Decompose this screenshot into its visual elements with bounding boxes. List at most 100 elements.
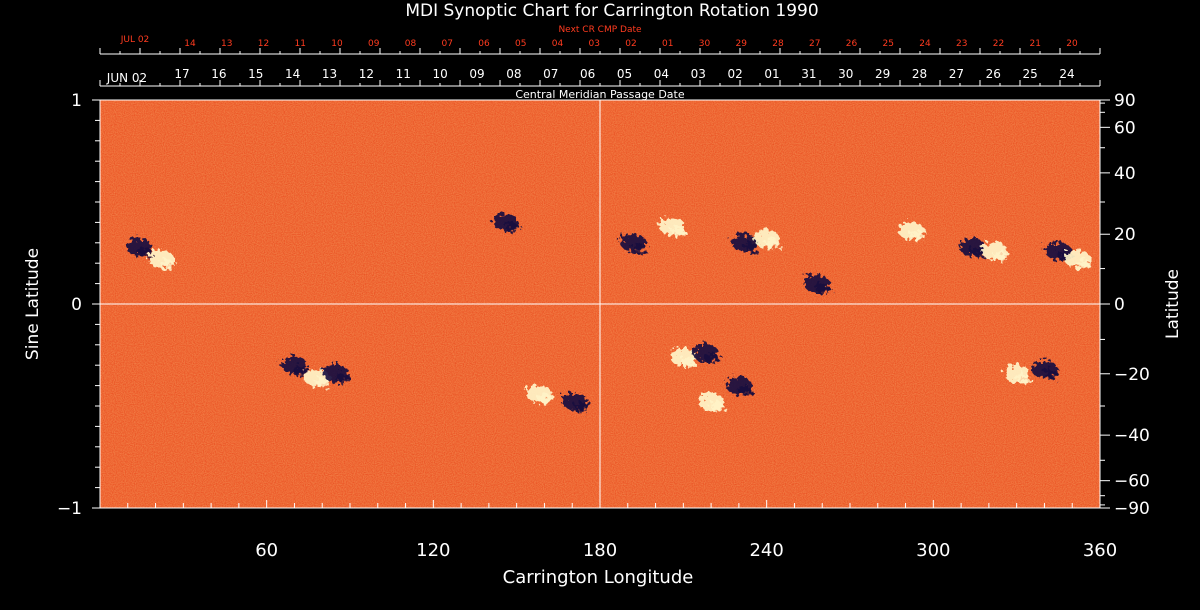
cmp-date-label: 17 bbox=[174, 67, 189, 81]
active-region-negative-fringe bbox=[574, 401, 588, 412]
active-region-negative-fringe bbox=[704, 352, 719, 363]
next-cr-date-label: 13 bbox=[221, 39, 232, 49]
right-tick-label: −40 bbox=[1114, 426, 1150, 446]
left-tick-label: 1 bbox=[71, 91, 82, 111]
active-region-negative-fringe bbox=[743, 242, 758, 253]
active-region-negative-fringe bbox=[737, 385, 752, 396]
active-region-negative-fringe bbox=[632, 242, 647, 253]
right-tick-label: 0 bbox=[1114, 295, 1125, 315]
cmp-date-label: 08 bbox=[506, 67, 521, 81]
active-region-positive-fringe bbox=[1076, 259, 1091, 270]
cmp-date-label: 28 bbox=[912, 67, 927, 81]
y-axis-label-right: Latitude bbox=[1163, 269, 1183, 339]
cmp-date-label: 06 bbox=[580, 67, 595, 81]
cmp-date-label: 13 bbox=[322, 67, 337, 81]
chart-title: MDI Synoptic Chart for Carrington Rotati… bbox=[405, 1, 818, 21]
cmp-date-label: 31 bbox=[801, 67, 816, 81]
cmp-date-label: 04 bbox=[654, 67, 669, 81]
bottom-tick-label: 300 bbox=[916, 540, 950, 561]
next-cr-date-label: 05 bbox=[515, 39, 526, 49]
cmp-date-label: 15 bbox=[248, 67, 263, 81]
bottom-axis: 60 120 180 240 300 360 bbox=[127, 500, 1117, 561]
cmp-date-label: 30 bbox=[838, 67, 853, 81]
cmp-date-label: 01 bbox=[764, 67, 779, 81]
cmp-date-label: 26 bbox=[986, 67, 1001, 81]
active-region-positive-fringe bbox=[537, 393, 552, 404]
right-tick-label: −90 bbox=[1114, 499, 1150, 519]
next-cr-date-label: 02 bbox=[625, 39, 636, 49]
next-cr-ticks bbox=[99, 48, 1101, 54]
next-cr-date-label: 14 bbox=[184, 39, 196, 49]
cmp-date-label: 11 bbox=[396, 67, 411, 81]
active-region-negative-fringe bbox=[293, 365, 308, 376]
bottom-tick-label: 120 bbox=[416, 540, 450, 561]
cmp-date-label: 09 bbox=[469, 67, 484, 81]
next-cr-date-label: 22 bbox=[993, 39, 1004, 49]
y-axis-label-left: Sine Latitude bbox=[23, 248, 43, 360]
next-cr-date-label: 04 bbox=[552, 39, 564, 49]
next-cr-date-label: 27 bbox=[809, 39, 820, 49]
next-cr-date-label: 20 bbox=[1066, 39, 1078, 49]
next-cr-date-label: 11 bbox=[295, 39, 306, 49]
next-cr-date-label: 26 bbox=[846, 39, 858, 49]
right-tick-label: −60 bbox=[1114, 472, 1150, 492]
x-axis-label: Carrington Longitude bbox=[503, 567, 694, 588]
cmp-date-label: 05 bbox=[617, 67, 632, 81]
cmp-date-label: 25 bbox=[1022, 67, 1037, 81]
active-region-negative-fringe bbox=[504, 222, 519, 233]
bottom-tick-label: 60 bbox=[255, 540, 278, 561]
next-cr-date-label: 09 bbox=[368, 39, 380, 49]
left-tick-label: −1 bbox=[57, 499, 82, 519]
active-region-positive-fringe bbox=[710, 401, 725, 412]
bottom-tick-label: 180 bbox=[583, 540, 617, 561]
active-regions bbox=[125, 213, 1091, 412]
next-cr-date-label: 01 bbox=[662, 39, 673, 49]
next-cr-date-label: 28 bbox=[772, 39, 784, 49]
left-tick-label: 0 bbox=[71, 295, 82, 315]
next-cr-date-label: 21 bbox=[1030, 39, 1041, 49]
next-cr-date-label: 30 bbox=[699, 39, 711, 49]
right-axis: 90 60 40 20 0 −20 −40 −60 −90 bbox=[1099, 91, 1150, 519]
bottom-tick-label: 360 bbox=[1083, 540, 1117, 561]
active-region-positive-fringe bbox=[993, 250, 1008, 261]
next-cr-date-label: 10 bbox=[331, 39, 343, 49]
right-tick-label: −20 bbox=[1114, 365, 1150, 385]
active-region-positive-fringe bbox=[1015, 373, 1030, 384]
right-tick-label: 90 bbox=[1114, 91, 1136, 111]
active-region-positive-fringe bbox=[671, 226, 686, 237]
next-cr-month-label: JUL 02 bbox=[120, 35, 150, 45]
next-cr-date-label: 23 bbox=[956, 39, 967, 49]
left-axis: 1 0 −1 bbox=[57, 91, 100, 519]
cmp-month-label: JUN 02 bbox=[106, 71, 147, 85]
next-cr-date-label: 03 bbox=[589, 39, 600, 49]
cmp-date-labels: 17 16 15 14 13 12 11 10 09 08 07 06 05 04 03 02 01 31 30 29… bbox=[174, 67, 1074, 81]
next-cr-date-label: 24 bbox=[919, 39, 931, 49]
cmp-ticks bbox=[99, 80, 1101, 86]
active-region-positive-fringe bbox=[315, 377, 330, 388]
active-region-positive-fringe bbox=[160, 259, 175, 270]
active-region-negative-fringe bbox=[1043, 369, 1058, 380]
cmp-date-label: 14 bbox=[285, 67, 300, 81]
cmp-date-label: 27 bbox=[949, 67, 964, 81]
active-region-positive-fringe bbox=[682, 357, 697, 368]
next-cr-date-label: 06 bbox=[478, 39, 490, 49]
active-region-negative-fringe bbox=[137, 246, 152, 257]
plot-area bbox=[99, 99, 1101, 509]
active-region-positive-fringe bbox=[910, 230, 925, 241]
cmp-date-label: 02 bbox=[727, 67, 742, 81]
right-tick-label: 40 bbox=[1114, 164, 1136, 184]
next-cr-date-label: 08 bbox=[405, 39, 417, 49]
right-tick-label: 60 bbox=[1114, 118, 1136, 138]
bottom-tick-label: 240 bbox=[749, 540, 783, 561]
next-cr-date-label: 07 bbox=[442, 39, 453, 49]
next-cr-date-labels: 14 13 12 11 10 09 08 07 06 05 04 03 02 01 30 29 28 27 26 25… bbox=[184, 39, 1078, 49]
cmp-date-label: 16 bbox=[211, 67, 226, 81]
next-cr-date-label: 29 bbox=[736, 39, 748, 49]
active-region-negative-fringe bbox=[335, 373, 350, 384]
cmp-date-label: 29 bbox=[875, 67, 890, 81]
next-cr-date-label: 25 bbox=[883, 39, 894, 49]
next-cr-label: Next CR CMP Date bbox=[558, 25, 642, 35]
central-meridian-label: Central Meridian Passage Date bbox=[515, 88, 684, 101]
cmp-date-label: 12 bbox=[359, 67, 374, 81]
